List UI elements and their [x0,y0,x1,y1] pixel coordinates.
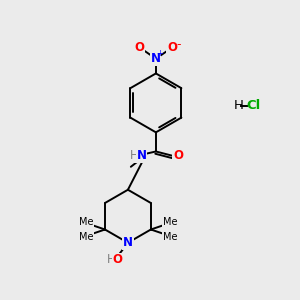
Text: O: O [173,149,183,162]
Text: +: + [156,49,163,58]
Text: -: - [176,38,181,51]
Text: H: H [129,149,138,162]
Text: Cl: Cl [246,99,260,112]
Text: O: O [135,41,145,54]
Text: H: H [233,99,243,112]
Text: Me: Me [163,217,177,227]
Text: N: N [151,52,161,65]
Text: Me: Me [163,232,177,242]
Text: O: O [112,253,123,266]
Text: N: N [136,149,146,162]
Text: O: O [167,41,177,54]
Text: Me: Me [79,232,93,242]
Text: Me: Me [79,217,93,227]
Text: N: N [123,236,133,249]
Text: H: H [107,253,116,266]
